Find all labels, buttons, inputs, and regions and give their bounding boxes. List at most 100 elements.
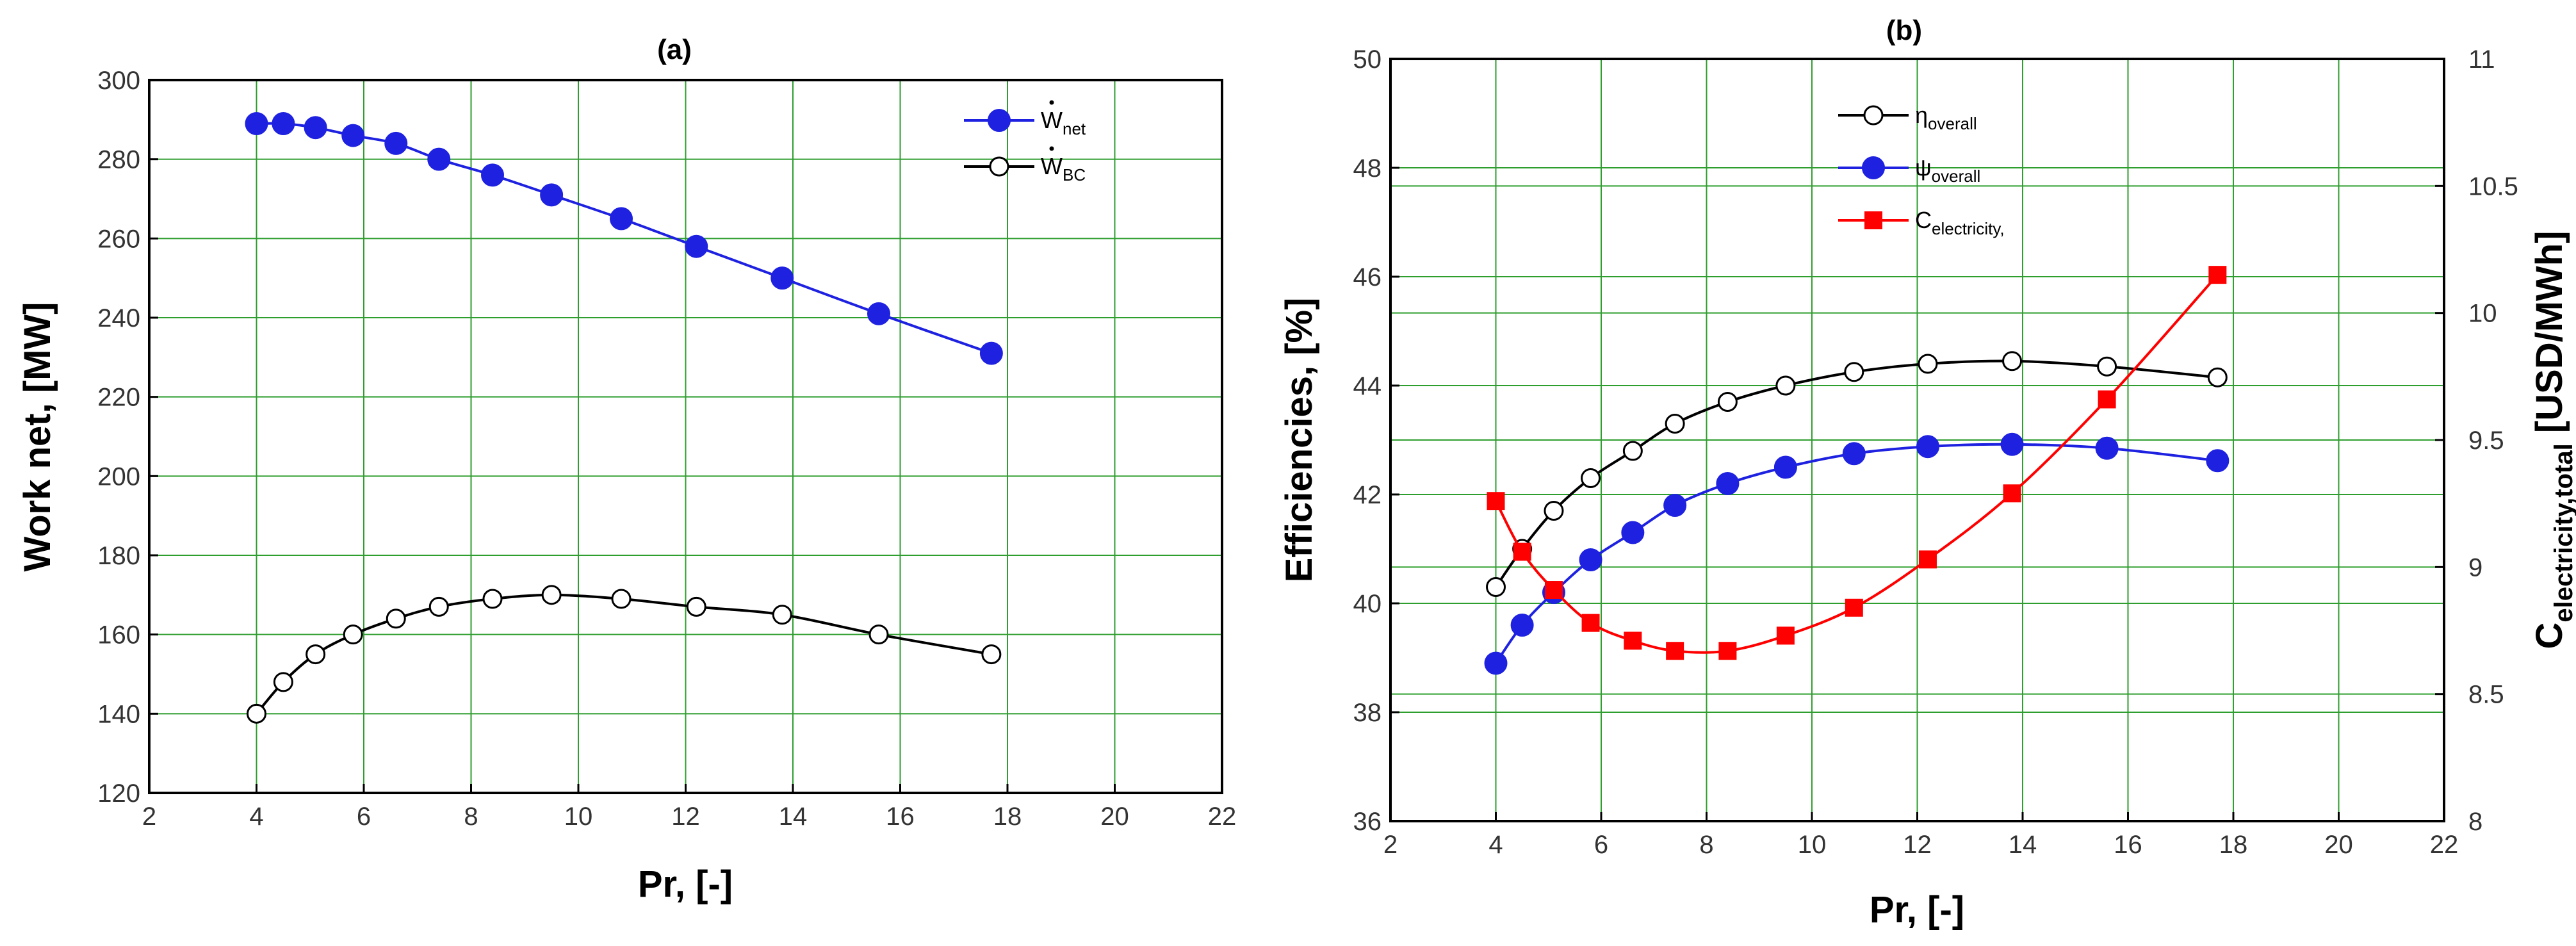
data-point-wnet <box>304 116 327 140</box>
data-point-wnet <box>867 302 890 325</box>
data-point-wbc <box>343 624 363 645</box>
data-point-wbc <box>482 589 503 609</box>
data-point-cel <box>1718 642 1737 660</box>
chart-a-y-ticks: 120 140 160 180 200 220 240 260 280 300 <box>97 67 158 808</box>
x-tick-label: 4 <box>1488 831 1503 859</box>
y-tick-label: 42 <box>1353 481 1382 509</box>
y2-tick-label: 9 <box>2468 553 2482 582</box>
data-point-psi <box>1484 651 1508 675</box>
data-point-eta <box>1665 414 1685 434</box>
legend-label-main: C <box>1915 207 1932 233</box>
x-tick-label: 8 <box>464 803 478 831</box>
chart-b-series <box>1484 266 2230 675</box>
legend-dot-accent <box>1049 100 1054 105</box>
data-point-cel <box>1544 581 1563 599</box>
legend-label-eta: ηoverall <box>1915 102 1977 133</box>
data-point-psi <box>2206 449 2230 473</box>
data-point-eta <box>2097 356 2117 377</box>
x-tick-label: 14 <box>2009 831 2037 859</box>
chart-b-y2-axis-label-sub: electricity,total <box>2550 443 2576 622</box>
data-point-wbc <box>306 644 326 665</box>
data-point-cel <box>1581 614 1600 632</box>
legend-marker-cel <box>1864 211 1882 229</box>
legend-label-sub: overall <box>1928 114 1977 133</box>
y-tick-label: 38 <box>1353 699 1382 727</box>
y-tick-label: 44 <box>1353 372 1382 400</box>
data-point-wnet <box>685 234 708 258</box>
chart-a-series <box>245 112 1003 724</box>
data-point-wnet <box>272 112 295 136</box>
data-point-psi <box>1510 614 1534 637</box>
x-tick-label: 10 <box>1798 831 1827 859</box>
y2-tick-label: 10.5 <box>2468 172 2518 200</box>
data-point-wnet <box>481 163 504 187</box>
x-tick-label: 10 <box>564 803 593 831</box>
legend-label-main: W <box>1041 153 1063 179</box>
chart-b-y-axis-label: Efficiencies, [%] <box>1278 298 1320 583</box>
chart-b-x-axis-label: Pr, [-] <box>1870 889 1964 931</box>
x-tick-label: 4 <box>249 803 263 831</box>
chart-b-y2-axis-label: Celectricity,total [USD/MWh] <box>2529 231 2576 649</box>
data-point-psi <box>1716 472 1740 495</box>
legend-label-sub: overall <box>1932 167 1981 186</box>
legend-label-psi: ψoverall <box>1915 154 1980 186</box>
data-point-psi <box>1842 442 1866 466</box>
data-point-wnet <box>245 112 268 136</box>
data-point-cel <box>1624 632 1642 650</box>
y2-tick-label: 11 <box>2468 45 2495 74</box>
data-point-cel <box>1513 542 1531 561</box>
data-point-wbc <box>428 596 449 617</box>
x-tick-label: 18 <box>993 803 1022 831</box>
y2-tick-label: 8.5 <box>2468 681 2504 709</box>
y-tick-label: 36 <box>1353 808 1382 836</box>
data-point-wbc <box>386 608 406 629</box>
data-point-wbc <box>981 644 1002 665</box>
data-point-wbc <box>273 672 293 692</box>
y-tick-label: 40 <box>1353 590 1382 618</box>
data-point-eta <box>2207 367 2228 387</box>
data-point-eta <box>2002 351 2023 371</box>
x-tick-label: 2 <box>1383 831 1398 859</box>
y-tick-label: 240 <box>97 304 140 332</box>
series-line-wbc <box>255 593 992 715</box>
chart-a-grid <box>149 79 1223 794</box>
data-point-wbc <box>772 605 792 625</box>
data-point-eta <box>1581 468 1601 488</box>
chart-b-y2-axis-label-main: C <box>2529 623 2570 649</box>
x-tick-label: 22 <box>1208 803 1237 831</box>
data-point-eta <box>1544 501 1564 521</box>
chart-a-title: (a) <box>657 34 692 65</box>
data-point-psi <box>1621 521 1645 544</box>
x-tick-label: 22 <box>2430 831 2459 859</box>
chart-b-x-ticks: 2 4 6 8 10 12 14 16 18 20 22 <box>1383 812 2458 859</box>
y-tick-label: 120 <box>97 779 140 808</box>
y-tick-label: 46 <box>1353 263 1382 291</box>
y-tick-label: 180 <box>97 542 140 570</box>
chart-a-x-axis-label: Pr, [-] <box>638 863 733 905</box>
data-point-wnet <box>540 183 564 207</box>
data-point-wnet <box>770 266 794 290</box>
data-point-wbc <box>541 585 562 605</box>
data-point-cel <box>1845 598 1863 617</box>
legend-marker-wnet <box>988 109 1011 132</box>
y2-tick-label: 8 <box>2468 808 2482 836</box>
chart-b-y-ticks: 36 38 40 42 44 46 48 50 <box>1353 45 1399 836</box>
legend-label-sub: BC <box>1063 165 1086 184</box>
data-point-cel <box>2003 484 2021 503</box>
data-point-wbc <box>247 703 266 724</box>
legend-label-main: η <box>1915 102 1928 128</box>
data-point-wnet <box>979 341 1003 365</box>
y2-tick-label: 9.5 <box>2468 427 2504 455</box>
y-tick-label: 280 <box>97 146 140 174</box>
data-point-wnet <box>341 124 365 147</box>
y-tick-label: 260 <box>97 225 140 253</box>
x-tick-label: 12 <box>1903 831 1932 859</box>
data-point-cel <box>1666 642 1684 660</box>
y-tick-label: 300 <box>97 67 140 95</box>
series-line-eta <box>1494 359 2218 588</box>
data-point-psi <box>2000 432 2024 456</box>
y-tick-label: 160 <box>97 621 140 649</box>
data-point-psi <box>1579 548 1602 571</box>
